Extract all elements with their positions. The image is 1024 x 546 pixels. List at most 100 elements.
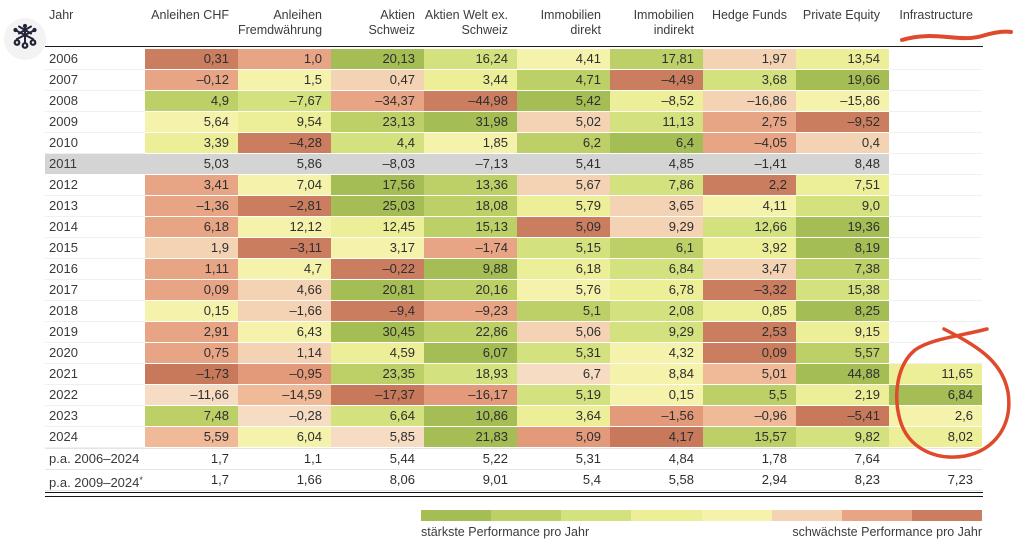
table-row: 2012 3,41 7,04 17,56 13,36 5,67 7,86 2,2 7,51 [45,175,983,196]
column-header-private-equity: Private Equity [802,8,880,22]
value-cell: 2,75 [703,112,796,133]
value-cell: 9,29 [610,322,703,343]
value-cell: 22,86 [424,322,517,343]
value-cell: 5,58 [610,470,703,491]
value-cell: 7,64 [796,449,889,470]
value-cell: 2,19 [796,385,889,406]
value-cell: 9,01 [424,470,517,491]
value-cell: 6,07 [424,343,517,364]
year-cell: 2014 [45,217,145,238]
value-cell [889,196,982,217]
row-label-cell: p.a. 2006–2024 [45,449,145,470]
value-cell: 6,84 [610,259,703,280]
value-cell: –15,86 [796,91,889,112]
value-cell: 23,35 [331,364,424,385]
year-cell: 2012 [45,175,145,196]
table-row: 2010 3,39 –4,28 4,4 1,85 6,2 6,4 –4,05 0,4 [45,133,983,154]
value-cell: –1,41 [703,154,796,175]
value-cell: 11,13 [610,112,703,133]
value-cell: 20,13 [331,49,424,70]
year-cell: 2013 [45,196,145,217]
value-cell: 1,66 [238,470,331,491]
table-row: 2016 1,11 4,7 –0,22 9,88 6,18 6,84 3,47 7,38 [45,259,983,280]
value-cell: 4,71 [517,70,610,91]
value-cell [889,259,982,280]
value-cell: 0,47 [331,70,424,91]
value-cell: 7,51 [796,175,889,196]
table-header-row: Jahr Anleihen CHF Anleihen Fremdwährung Akti… [45,8,983,46]
value-cell: 12,45 [331,217,424,238]
value-cell: 3,64 [517,406,610,427]
value-cell: –4,28 [238,133,331,154]
value-cell [889,322,982,343]
performance-legend: stärkste Performance pro Jahr schwächste… [421,510,982,539]
value-cell: –7,67 [238,91,331,112]
table-body: 2006 0,31 1,0 20,13 16,24 4,41 17,81 1,97 13,54 2… [45,49,983,491]
value-cell: –0,12 [145,70,238,91]
column-header-hedge-funds: Hedge Funds [711,8,787,22]
year-cell: 2019 [45,322,145,343]
value-cell: 5,31 [517,449,610,470]
value-cell: 4,85 [610,154,703,175]
value-cell: 5,19 [517,385,610,406]
column-header-infrastructure: Infrastructure [899,8,973,22]
row-label-cell: p.a. 2009–2024* [45,470,145,491]
year-cell: 2008 [45,91,145,112]
value-cell: 7,86 [610,175,703,196]
value-cell: 9,82 [796,427,889,448]
value-cell: 5,86 [238,154,331,175]
value-cell: 0,75 [145,343,238,364]
value-cell: 4,84 [610,449,703,470]
year-cell: 2016 [45,259,145,280]
value-cell: 19,36 [796,217,889,238]
value-cell: 5,85 [331,427,424,448]
value-cell: –1,74 [424,238,517,259]
value-cell: 8,02 [889,427,982,448]
value-cell: 4,32 [610,343,703,364]
value-cell: 5,15 [517,238,610,259]
value-cell [889,301,982,322]
year-cell: 2007 [45,70,145,91]
value-cell: 1,5 [238,70,331,91]
value-cell: 30,45 [331,322,424,343]
column-header-immobilien-direkt: Immobilien direkt [540,8,601,37]
value-cell: 3,39 [145,133,238,154]
value-cell: –0,95 [238,364,331,385]
year-cell: 2022 [45,385,145,406]
value-cell: 6,4 [610,133,703,154]
year-cell: 2021 [45,364,145,385]
column-header-anleihen-fremdwaehrung: Anleihen Fremdwährung [238,8,323,37]
table-row: 2008 4,9 –7,67 –34,37 –44,98 5,42 –8,52 –16,86–… [45,91,983,112]
value-cell [889,343,982,364]
column-header-jahr: Jahr [49,8,74,22]
value-cell: 8,19 [796,238,889,259]
value-cell: 6,78 [610,280,703,301]
value-cell: 13,36 [424,175,517,196]
year-cell: 2010 [45,133,145,154]
table-row: 2014 6,18 12,12 12,45 15,13 5,09 9,29 12,66 19,3… [45,217,983,238]
legend-color-segment [701,510,772,521]
value-cell: 0,09 [703,343,796,364]
table-row: 2024 5,59 6,04 5,85 21,83 5,09 4,17 15,57 9,82 8,… [45,427,983,448]
value-cell: 1,1 [238,449,331,470]
value-cell: 5,22 [424,449,517,470]
value-cell: –3,11 [238,238,331,259]
table-bottom-rule [45,492,983,497]
value-cell: 3,41 [145,175,238,196]
table-row: 2015 1,9 –3,11 3,17 –1,74 5,15 6,1 3,92 8,19 [45,238,983,259]
value-cell: 1,85 [424,133,517,154]
year-cell: 2018 [45,301,145,322]
value-cell: 17,81 [610,49,703,70]
value-cell: 6,7 [517,364,610,385]
value-cell: 6,43 [238,322,331,343]
value-cell: 5,4 [517,470,610,491]
value-cell: 8,84 [610,364,703,385]
value-cell: 3,17 [331,238,424,259]
value-cell: 6,2 [517,133,610,154]
value-cell [889,112,982,133]
value-cell: –1,56 [610,406,703,427]
legend-right-label: schwächste Performance pro Jahr [792,525,982,539]
value-cell: 9,54 [238,112,331,133]
value-cell: –0,96 [703,406,796,427]
value-cell: 7,38 [796,259,889,280]
